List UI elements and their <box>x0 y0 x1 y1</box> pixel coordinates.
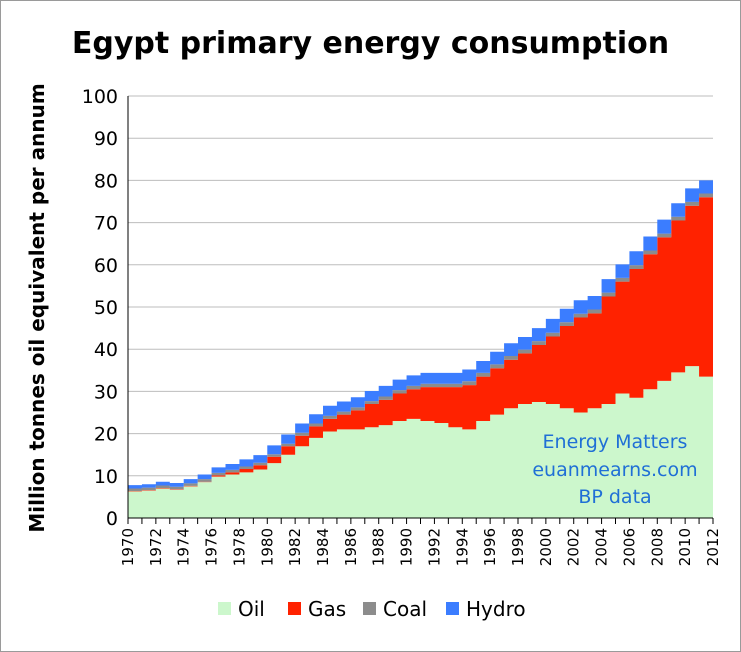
legend: Oil Gas Coal Hydro <box>218 597 526 621</box>
y-tick-label: 100 <box>82 86 118 108</box>
x-tick-label: 1976 <box>203 528 221 566</box>
x-tick-label: 1972 <box>147 528 165 566</box>
x-tick-labels: 1970 1972 1974 1976 1978 1980 1982 1984 1986 1988… <box>119 518 722 566</box>
y-tick-label: 40 <box>94 339 118 361</box>
x-tick-label: 1970 <box>119 528 137 566</box>
legend-item-coal: Coal <box>363 597 427 621</box>
legend-label: Gas <box>308 597 346 621</box>
x-tick-label: 2006 <box>620 528 638 566</box>
area-oil <box>128 366 713 518</box>
x-tick-label: 1996 <box>481 528 499 566</box>
x-tick-label: 1992 <box>425 528 443 566</box>
x-tick-label: 2002 <box>565 528 583 566</box>
x-tick-label: 1990 <box>398 528 416 566</box>
y-tick-label: 80 <box>94 170 118 192</box>
x-tick-label: 2004 <box>593 528 611 566</box>
y-tick-labels: 0 10 20 30 40 50 60 70 80 90 100 <box>82 86 118 530</box>
stacked-areas <box>128 159 713 518</box>
y-tick-label: 70 <box>94 213 118 235</box>
x-tick-label: 1982 <box>286 528 304 566</box>
x-tick-label: 2008 <box>648 528 666 566</box>
legend-item-oil: Oil <box>218 597 265 621</box>
y-tick-label: 90 <box>94 128 118 150</box>
y-tick-label: 50 <box>94 297 118 319</box>
chart-title: Egypt primary energy consumption <box>71 26 670 61</box>
x-tick-label: 2012 <box>704 528 722 566</box>
legend-label: Hydro <box>466 597 526 621</box>
x-tick-label: 1986 <box>342 528 360 566</box>
y-axis-label: Million tonnes oil equivalent per annum <box>25 83 49 532</box>
x-tick-label: 1994 <box>453 528 471 566</box>
annotation-line-1: Energy Matters <box>543 431 688 453</box>
y-tick-label: 0 <box>106 508 118 530</box>
annotation-line-2: euanmearns.com <box>532 459 697 481</box>
source-annotation: Energy Matters euanmearns.com BP data <box>532 431 697 508</box>
y-tick-label: 60 <box>94 255 118 277</box>
x-tick-label: 2000 <box>537 528 555 566</box>
legend-label: Coal <box>383 597 427 621</box>
x-tick-label: 1984 <box>314 528 332 566</box>
x-tick-label: 1978 <box>230 528 248 566</box>
x-tick-label: 2010 <box>676 528 694 566</box>
legend-swatch <box>446 602 459 615</box>
legend-swatch <box>288 602 301 615</box>
annotation-line-3: BP data <box>578 486 651 508</box>
y-tick-label: 30 <box>94 381 118 403</box>
x-tick-label: 1998 <box>509 528 527 566</box>
legend-swatch <box>218 602 231 615</box>
area-gas <box>128 176 713 492</box>
x-tick-label: 1988 <box>370 528 388 566</box>
legend-item-gas: Gas <box>288 597 346 621</box>
y-tick-label: 20 <box>94 424 118 446</box>
x-tick-label: 1974 <box>175 528 193 566</box>
x-tick-label: 1980 <box>258 528 276 566</box>
legend-label: Oil <box>238 597 265 621</box>
legend-swatch <box>363 602 376 615</box>
legend-item-hydro: Hydro <box>446 597 526 621</box>
y-tick-label: 10 <box>94 466 118 488</box>
